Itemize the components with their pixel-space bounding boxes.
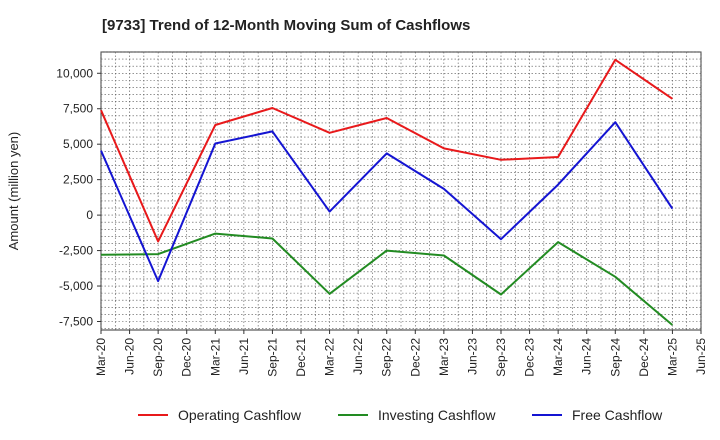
y-axis-ticks: -7,500 -5,000 -2,500 0 2,500 5,000 7,500 10,000 bbox=[56, 66, 101, 328]
y-tick-label: -7,500 bbox=[59, 314, 93, 328]
legend-label-investing-cashflow: Investing Cashflow bbox=[378, 407, 496, 423]
grid-lines bbox=[100, 51, 702, 330]
y-tick-label: -2,500 bbox=[59, 244, 93, 258]
y-tick-label: 10,000 bbox=[56, 66, 93, 80]
x-tick-label: Sep-24 bbox=[608, 338, 622, 377]
x-tick-label: Mar-24 bbox=[551, 338, 565, 376]
x-tick-label: Jun-23 bbox=[465, 338, 479, 375]
x-tick-label: Mar-23 bbox=[437, 338, 451, 376]
series-line-investing-cashflow bbox=[100, 232, 674, 326]
y-axis-label: Amount (million yen) bbox=[6, 132, 21, 251]
x-tick-label: Mar-21 bbox=[208, 338, 222, 376]
y-tick-label: 7,500 bbox=[63, 102, 93, 116]
x-tick-label: Mar-22 bbox=[323, 338, 337, 376]
series-lines bbox=[100, 58, 674, 326]
x-tick-label: Dec-24 bbox=[637, 338, 651, 377]
y-tick-label: -5,000 bbox=[59, 279, 93, 293]
series-line-operating-cashflow bbox=[100, 58, 673, 243]
x-tick-label: Dec-23 bbox=[523, 338, 537, 377]
x-tick-label: Dec-21 bbox=[294, 338, 308, 377]
x-tick-label: Dec-20 bbox=[180, 338, 194, 377]
x-tick-label: Jun-21 bbox=[237, 338, 251, 375]
legend: Operating Cashflow Investing Cashflow Free… bbox=[138, 407, 663, 423]
x-tick-label: Jun-25 bbox=[694, 338, 708, 375]
x-tick-label: Sep-20 bbox=[151, 338, 165, 377]
x-tick-label: Sep-23 bbox=[494, 338, 508, 377]
x-tick-label: Jun-20 bbox=[123, 338, 137, 375]
x-tick-label: Mar-20 bbox=[94, 338, 108, 376]
x-tick-label: Sep-22 bbox=[380, 338, 394, 377]
x-tick-label: Dec-22 bbox=[408, 338, 422, 377]
legend-label-operating-cashflow: Operating Cashflow bbox=[178, 407, 302, 423]
legend-label-free-cashflow: Free Cashflow bbox=[572, 407, 663, 423]
x-tick-label: Mar-25 bbox=[665, 338, 679, 376]
y-tick-label: 0 bbox=[86, 208, 93, 222]
series-line-free-cashflow bbox=[100, 121, 674, 283]
x-tick-label: Sep-21 bbox=[265, 338, 279, 377]
plot-area bbox=[100, 51, 702, 331]
x-axis-ticks: Mar-20 Jun-20 Sep-20 Dec-20 Mar-21 Jun-21 Sep-… bbox=[94, 330, 708, 377]
y-tick-label: 5,000 bbox=[63, 137, 93, 151]
y-tick-label: 2,500 bbox=[63, 173, 93, 187]
x-tick-label: Jun-24 bbox=[580, 338, 594, 375]
x-tick-label: Jun-22 bbox=[351, 338, 365, 375]
chart-title: [9733] Trend of 12-Month Moving Sum of C… bbox=[102, 17, 470, 34]
